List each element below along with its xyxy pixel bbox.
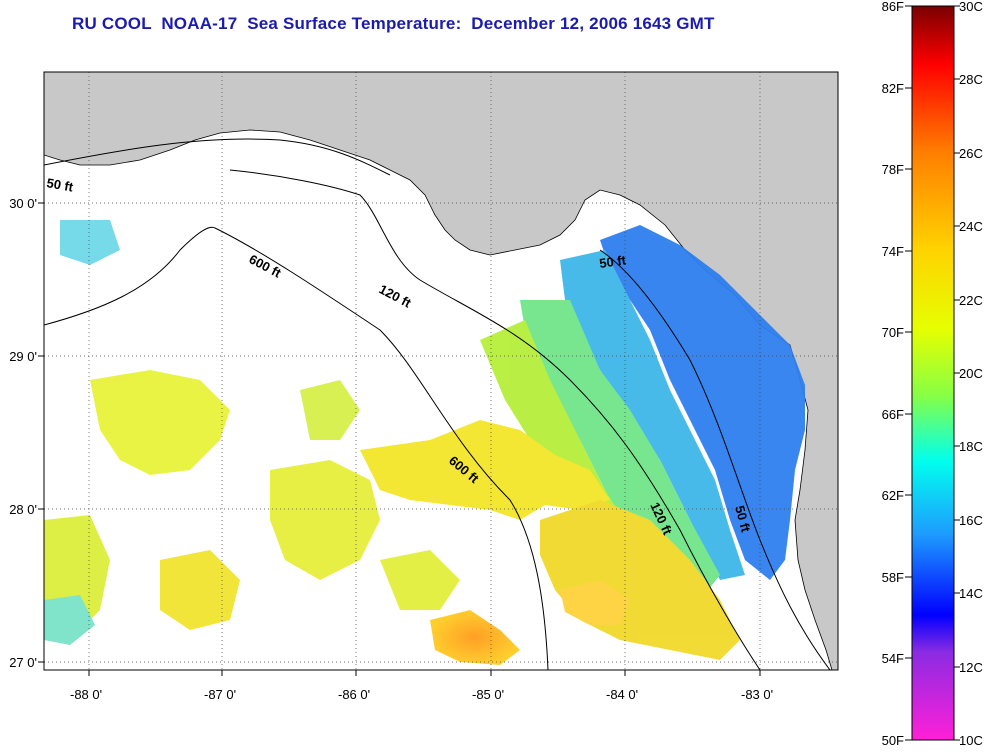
colorbar-label-f: 58F (882, 570, 904, 585)
lon-tick-label: -84 0' (606, 687, 638, 702)
graticule (44, 72, 838, 670)
lat-tick-label: 29 0' (9, 349, 37, 364)
lon-tick-label: -88 0' (70, 687, 102, 702)
colorbar-label-c: 24C (959, 219, 983, 234)
colorbar-label-f: 78F (882, 162, 904, 177)
colorbar-label-c: 12C (959, 660, 983, 675)
contour-label-50ft-east: 50 ft (598, 252, 627, 271)
colorbar-label-c: 16C (959, 513, 983, 528)
chart-title: RU COOL NOAA-17 Sea Surface Temperature:… (72, 14, 715, 33)
lon-tick-label: -85 0' (472, 687, 504, 702)
colorbar-label-f: 66F (882, 407, 904, 422)
colorbar-label-f: 70F (882, 325, 904, 340)
colorbar-label-c: 18C (959, 439, 983, 454)
contour-label-50ft-south: 50 ft (732, 504, 754, 534)
colorbar-f-labels: 86F 82F 78F 74F 70F 66F 62F 58F 54F 50F (882, 0, 904, 748)
colorbar-label-c: 30C (959, 0, 983, 14)
axis-ticks (38, 202, 761, 676)
lat-tick-label: 28 0' (9, 502, 37, 517)
colorbar-label-f: 86F (882, 0, 904, 14)
colorbar-label-c: 20C (959, 366, 983, 381)
colorbar-label-c: 14C (959, 586, 983, 601)
lat-tick-labels: 30 0' 29 0' 28 0' 27 0' (9, 196, 37, 670)
colorbar-label-c: 26C (959, 146, 983, 161)
lon-tick-labels: -88 0' -87 0' -86 0' -85 0' -84 0' -83 0… (70, 687, 773, 702)
lat-tick-label: 30 0' (9, 196, 37, 211)
lat-tick-label: 27 0' (9, 655, 37, 670)
colorbar-label-c: 28C (959, 72, 983, 87)
colorbar-label-c: 10C (959, 733, 983, 748)
lon-tick-label: -86 0' (338, 687, 370, 702)
contour-label-50ft-west: 50 ft (45, 175, 75, 195)
colorbar-label-f: 82F (882, 81, 904, 96)
depth-contours (44, 138, 831, 670)
lon-tick-label: -87 0' (204, 687, 236, 702)
colorbar-label-f: 50F (882, 733, 904, 748)
colorbar-ticks (905, 5, 960, 741)
colorbar-label-f: 54F (882, 651, 904, 666)
map-frame (43, 71, 839, 671)
colorbar-c-labels: 30C 28C 26C 24C 22C 20C 18C 16C 14C 12C … (959, 0, 983, 748)
map-plot-area: 50 ft 600 ft 120 ft 50 ft 600 ft 120 ft … (44, 72, 838, 670)
land-mass (44, 72, 838, 670)
lon-tick-label: -83 0' (741, 687, 773, 702)
sst-patches (44, 220, 805, 665)
colorbar-label-f: 62F (882, 488, 904, 503)
colorbar-label-c: 22C (959, 293, 983, 308)
colorbar-label-f: 74F (882, 244, 904, 259)
colorbar (911, 5, 955, 741)
